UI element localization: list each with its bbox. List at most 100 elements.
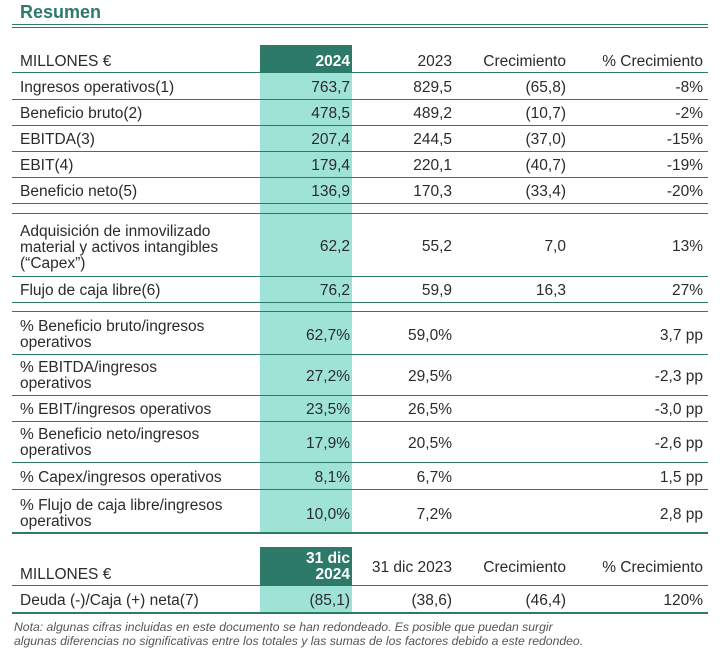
value-pct: 3,7 pp (659, 327, 703, 344)
row-label: Beneficio neto(5) (20, 183, 138, 200)
value-growth: (40,7) (525, 157, 567, 174)
value-2024: 179,4 (311, 157, 350, 174)
value-2023: 55,2 (421, 238, 452, 255)
value-growth: (37,0) (525, 131, 567, 148)
row-label: Ingresos operativos(1) (20, 79, 175, 96)
row-label: % Capex/ingresos operativos (20, 469, 222, 486)
row-label-line1: Adquisición de inmovilizado (20, 223, 211, 240)
row-label: Deuda (-)/Caja (+) neta(7) (20, 592, 199, 609)
row-label-line1: % Beneficio neto/ingresos (20, 426, 200, 443)
header-growth: Crecimiento (483, 559, 566, 576)
page-title: Resumen (20, 2, 102, 22)
value-growth: (33,4) (525, 183, 567, 200)
table1-bottom-rule (12, 532, 708, 534)
value-2023: 6,7% (416, 469, 452, 486)
value-growth: 7,0 (544, 238, 566, 255)
value-31dic-2023: (38,6) (411, 592, 453, 609)
header-2023: 2023 (417, 53, 452, 70)
value-pct: -15% (666, 131, 703, 148)
row-label-line2: operativos (20, 334, 92, 351)
row-label-line2: material y activos intangibles (20, 239, 219, 256)
footnote-line2: algunas diferencias no significativas en… (14, 634, 584, 648)
value-2023: 489,2 (413, 105, 452, 122)
row-label-line2: operativos (20, 513, 92, 530)
title-rule-bottom (12, 27, 708, 28)
row-label-line2: operativos (20, 375, 92, 392)
value-2024: 17,9% (306, 435, 350, 452)
value-2024: 8,1% (314, 469, 350, 486)
value-growth: (10,7) (525, 105, 567, 122)
divider (12, 177, 708, 178)
row-label-line1: % EBITDA/ingresos (20, 359, 157, 376)
value-pct: -2% (675, 105, 703, 122)
value-growth: (46,4) (525, 592, 567, 609)
value-pct: -2,6 pp (654, 435, 703, 452)
divider (12, 213, 708, 214)
value-pct: 120% (663, 592, 703, 609)
header-31dic-2024-line2: 2024 (315, 566, 350, 583)
value-2024: 62,2 (319, 238, 350, 255)
value-2024: 763,7 (311, 79, 350, 96)
value-pct: 1,5 pp (659, 469, 703, 486)
value-pct: -2,3 pp (654, 368, 703, 385)
value-2023: 59,0% (408, 327, 452, 344)
value-2023: 170,3 (413, 183, 452, 200)
divider (12, 72, 708, 73)
value-2024: 207,4 (311, 131, 350, 148)
divider (12, 354, 708, 355)
value-2023: 829,5 (413, 79, 452, 96)
highlight-column-header-2024 (260, 45, 352, 72)
value-2024: 76,2 (319, 282, 350, 299)
value-pct: -20% (666, 183, 703, 200)
value-2024: 62,7% (306, 327, 350, 344)
value-pct: 13% (671, 238, 703, 255)
header-pct-growth: % Crecimiento (602, 53, 703, 70)
value-31dic-2024: (85,1) (309, 592, 351, 609)
value-2024: 478,5 (311, 105, 350, 122)
row-label: Flujo de caja libre(6) (20, 282, 161, 299)
header-pct-growth: % Crecimiento (602, 559, 703, 576)
value-pct: 27% (671, 282, 703, 299)
divider (12, 302, 708, 303)
value-pct: -8% (675, 79, 703, 96)
row-label: EBITDA(3) (20, 131, 95, 148)
header-units: MILLONES € (20, 53, 112, 70)
divider (12, 421, 708, 422)
divider (12, 276, 708, 277)
value-2023: 244,5 (413, 131, 452, 148)
divider (12, 395, 708, 396)
value-2024: 136,9 (311, 183, 350, 200)
header-units: MILLONES € (20, 566, 112, 583)
divider (12, 99, 708, 100)
row-label-line1: % Flujo de caja libre/ingresos (20, 497, 223, 514)
divider (12, 151, 708, 152)
value-2024: 27,2% (306, 368, 350, 385)
value-2023: 220,1 (413, 157, 452, 174)
table2-bottom-rule (12, 612, 708, 614)
header-growth: Crecimiento (483, 53, 566, 70)
value-growth: (65,8) (525, 79, 567, 96)
value-growth: 16,3 (535, 282, 566, 299)
divider (12, 311, 708, 312)
value-2023: 29,5% (408, 368, 452, 385)
value-2023: 26,5% (408, 401, 452, 418)
value-2024: 23,5% (306, 401, 350, 418)
row-label-line3: (“Capex”) (20, 255, 86, 272)
row-label-line1: % Beneficio bruto/ingresos (20, 318, 205, 335)
value-2023: 59,9 (421, 282, 452, 299)
divider (12, 125, 708, 126)
value-2023: 20,5% (408, 435, 452, 452)
highlight-column-31dic2024 (260, 585, 352, 613)
value-pct: -3,0 pp (654, 401, 703, 418)
row-label: EBIT(4) (20, 157, 74, 174)
header-2024: 2024 (315, 53, 350, 70)
title-rule-top (12, 24, 708, 25)
highlight-column-header-31dic2024 (260, 547, 352, 585)
row-label-line2: operativos (20, 442, 92, 459)
divider (12, 462, 708, 463)
value-pct: 2,8 pp (659, 506, 703, 523)
footnote-line1: Nota: algunas cifras incluidas en este d… (14, 620, 553, 634)
divider (12, 203, 708, 204)
header-31dic-2023: 31 dic 2023 (371, 559, 452, 576)
header-31dic-2024-line1: 31 dic (306, 550, 350, 567)
